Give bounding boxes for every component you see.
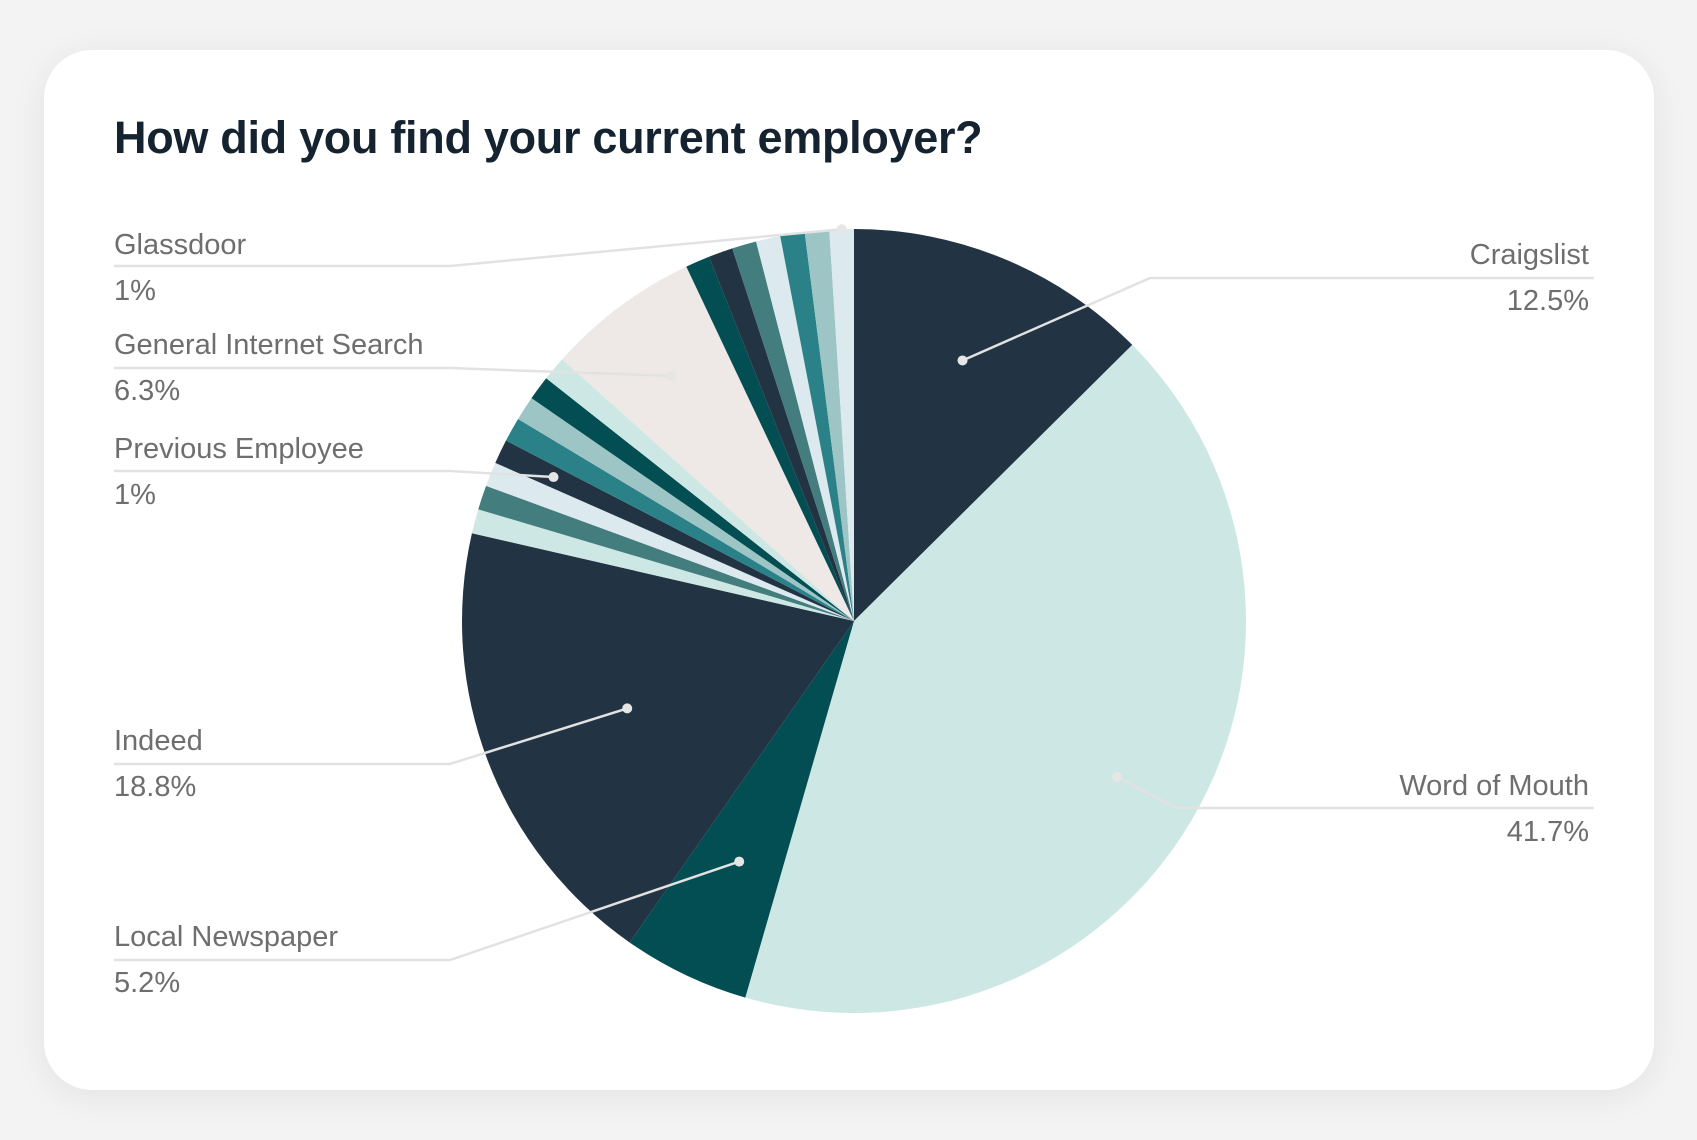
label-indeed-value: 18.8% — [114, 771, 197, 803]
label-local-newspaper-name: Local Newspaper — [114, 921, 339, 953]
leader-dot-word-of-mouth — [1112, 771, 1123, 782]
leader-dot-local-newspaper — [734, 856, 745, 867]
pie-slice-local-newspaper — [629, 621, 854, 998]
leader-line-craigslist — [962, 276, 1594, 362]
pie-slice-unlabeled-17 — [780, 232, 854, 622]
leader-dot-general-internet-search — [666, 370, 677, 381]
leader-line-general-internet-search — [114, 366, 672, 378]
pie-slice-unlabeled-8 — [505, 418, 854, 621]
pie-slice-unlabeled-4 — [471, 509, 854, 621]
leader-line-glassdoor — [114, 227, 842, 268]
pie-slice-unlabeled-6 — [486, 462, 854, 621]
pie-slice-unlabeled-5 — [478, 485, 854, 621]
label-local-newspaper-value: 5.2% — [114, 967, 181, 999]
pie-slice-word-of-mouth — [745, 344, 1246, 1013]
leader-dot-previous-employee — [548, 472, 559, 483]
pie-slice-glassdoor — [829, 229, 854, 621]
pie-slice-unlabeled-15 — [732, 241, 854, 621]
pie-slice-unlabeled-11 — [546, 359, 854, 621]
label-glassdoor: Glassdoor 1% — [114, 222, 246, 314]
pie-slice-previous-employee — [495, 440, 854, 621]
label-general-internet-search-name: General Internet Search — [114, 329, 424, 361]
leader-line-word-of-mouth — [1116, 775, 1594, 810]
pie-slice-unlabeled-13 — [686, 256, 854, 621]
label-glassdoor-name: Glassdoor — [114, 229, 247, 261]
label-local-newspaper: Local Newspaper 5.2% — [114, 914, 338, 1006]
chart-title: How did you find your current employer? — [114, 112, 983, 163]
label-previous-employee-name: Previous Employee — [114, 433, 364, 465]
label-general-internet-search: General Internet Search 6.3% — [114, 322, 424, 414]
leader-line-previous-employee — [114, 469, 554, 479]
pie-slice-unlabeled-14 — [709, 248, 854, 621]
leader-line-local-newspaper — [114, 860, 740, 962]
leader-dot-glassdoor — [836, 224, 847, 235]
label-craigslist-name: Craigslist — [1469, 239, 1589, 271]
leader-dot-indeed — [622, 703, 633, 714]
pie-slice-unlabeled-10 — [531, 378, 854, 621]
label-word-of-mouth-value: 41.7% — [1506, 816, 1589, 848]
leader-line-indeed — [114, 707, 628, 766]
pie-slice-craigslist — [854, 229, 1133, 621]
label-general-internet-search-value: 6.3% — [114, 375, 181, 407]
label-craigslist-value: 12.5% — [1506, 285, 1589, 317]
label-glassdoor-value: 1% — [114, 275, 156, 307]
pie-slice-indeed — [462, 533, 854, 943]
label-craigslist: Craigslist 12.5% — [1470, 232, 1589, 324]
pie-slice-unlabeled-9 — [518, 398, 854, 621]
pie-slice-general-internet-search — [562, 266, 854, 621]
leader-dot-craigslist — [957, 355, 968, 366]
label-previous-employee: Previous Employee 1% — [114, 426, 364, 518]
label-word-of-mouth-name: Word of Mouth — [1399, 770, 1589, 802]
label-word-of-mouth: Word of Mouth 41.7% — [1399, 763, 1589, 855]
label-indeed-name: Indeed — [114, 725, 203, 757]
label-previous-employee-value: 1% — [114, 479, 156, 511]
pie-slice-unlabeled-16 — [756, 236, 854, 621]
pie-slice-unlabeled-18 — [804, 229, 854, 621]
label-indeed: Indeed 18.8% — [114, 718, 203, 810]
